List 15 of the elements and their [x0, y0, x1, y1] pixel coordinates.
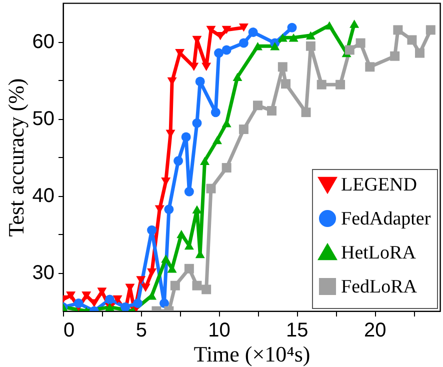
y-tick-label: 60	[32, 31, 54, 53]
x-axis-title: Time (×10⁴s)	[194, 342, 310, 366]
y-tick-label: 50	[32, 108, 54, 130]
x-tick-label: 0	[64, 320, 75, 342]
legend-label: FedLoRA	[341, 276, 418, 298]
x-tick-label: 5	[136, 320, 147, 342]
legend-label: LEGEND	[341, 174, 417, 196]
y-tick-label: 30	[32, 262, 54, 284]
x-tick-label: 15	[286, 320, 308, 342]
x-tick-label: 10	[208, 320, 230, 342]
y-tick-label: 40	[32, 185, 54, 207]
x-tick-label: 20	[364, 320, 386, 342]
legend-label: FedAdapter	[341, 208, 432, 230]
legend-label: HetLoRA	[341, 242, 416, 264]
y-axis-title: Test accuracy (%)	[3, 78, 28, 237]
